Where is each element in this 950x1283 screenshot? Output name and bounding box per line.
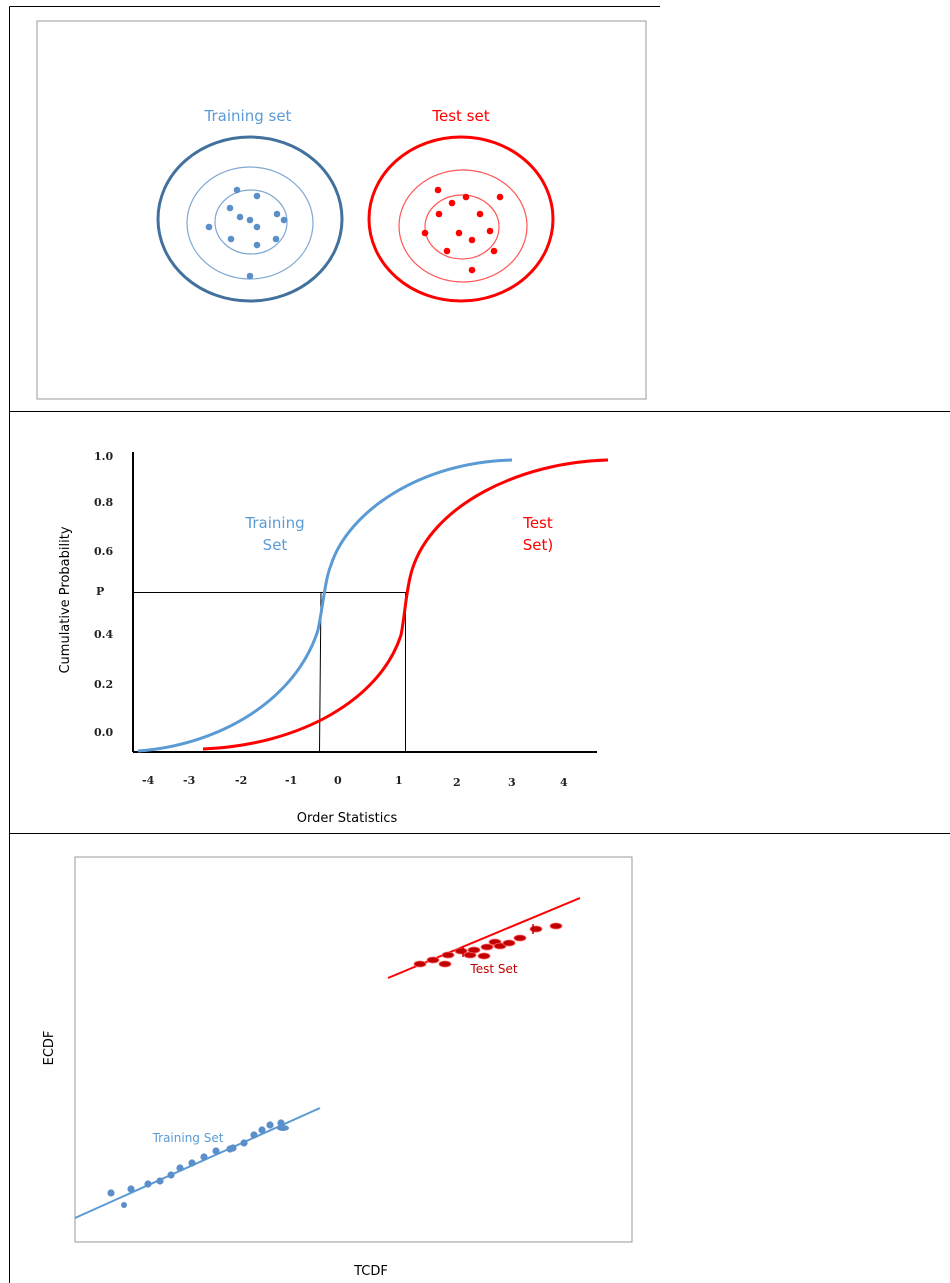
training-set-title: Training set (204, 107, 292, 125)
svg-text:3: 3 (508, 776, 516, 789)
svg-text:1.0: 1.0 (94, 450, 113, 463)
training-inner-ring (214, 189, 288, 255)
training-curve-label-line2: Set (263, 536, 288, 554)
reference-lines (133, 591, 406, 753)
test-ecdf-points (413, 922, 563, 968)
svg-text:0.6: 0.6 (94, 545, 113, 558)
x-axis-title: TCDF (353, 1264, 388, 1279)
svg-text:0.0: 0.0 (94, 726, 113, 739)
y-tick-labels: 1.0 0.8 0.6 P 0.4 0.2 0.0 (94, 450, 113, 739)
svg-text:P: P (96, 585, 104, 598)
test-curve-label-line1: Test (522, 514, 553, 532)
svg-text:4: 4 (560, 776, 568, 789)
svg-text:0.2: 0.2 (94, 678, 113, 691)
svg-text:0.4: 0.4 (94, 628, 113, 641)
training-outer-ring (156, 135, 344, 303)
test-set-label: Test Set (469, 962, 517, 976)
test-curve-label-line2: Set) (523, 536, 553, 554)
svg-text:0: 0 (334, 774, 342, 787)
test-inner-ring (424, 194, 500, 260)
panel-ecdf-tcdf: Training Set Test Set ECDF TCDF (42, 856, 633, 1279)
training-set-label: Training Set (152, 1131, 224, 1145)
svg-text:0.8: 0.8 (94, 496, 113, 509)
y-axis-title: ECDF (42, 1031, 57, 1066)
test-middle-ring (398, 169, 528, 283)
panel-cdf-plot: 1.0 0.8 0.6 P 0.4 0.2 0.0 -4 -3 -2 -1 0 … (58, 450, 609, 826)
test-target (367, 135, 555, 303)
test-points (421, 186, 504, 274)
svg-text:-4: -4 (142, 774, 155, 787)
plot-frame (74, 856, 633, 1243)
x-tick-labels: -4 -3 -2 -1 0 1 2 3 4 (142, 774, 568, 789)
svg-text:-3: -3 (183, 774, 195, 787)
training-ecdf-points (107, 1119, 289, 1208)
x-axis-title: Order Statistics (297, 811, 398, 826)
svg-text:-1: -1 (285, 774, 297, 787)
svg-text:1: 1 (395, 774, 403, 787)
table-borders (9, 6, 950, 1283)
training-curve-label-line1: Training (244, 514, 304, 532)
test-set-title: Test set (431, 107, 489, 125)
panel-target-diagram: Training set Test set (36, 20, 647, 400)
y-axis-title: Cumulative Probability (58, 526, 73, 673)
training-points (205, 186, 288, 280)
svg-text:-2: -2 (235, 774, 247, 787)
test-cdf-curve (202, 458, 609, 751)
svg-text:2: 2 (453, 776, 461, 789)
training-cdf-curve (137, 458, 513, 753)
test-outer-ring (367, 135, 555, 303)
